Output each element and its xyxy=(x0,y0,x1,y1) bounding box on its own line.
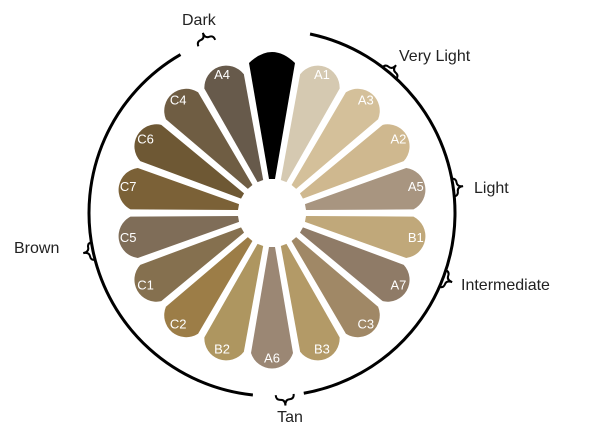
petal-label: C6 xyxy=(137,131,154,146)
petal xyxy=(304,168,426,211)
group-label: Brown xyxy=(14,240,59,257)
bracket xyxy=(450,177,464,198)
petal xyxy=(304,215,426,258)
bracket xyxy=(274,393,295,406)
group-label: Intermediate xyxy=(461,277,550,294)
petal-label: A6 xyxy=(264,350,280,365)
petal xyxy=(280,65,340,183)
petal-label: A2 xyxy=(390,131,406,146)
petal xyxy=(291,237,380,338)
petal xyxy=(204,243,264,361)
petal-label: B3 xyxy=(314,342,330,357)
petals: A1 A3 A2 A5 B1 A7 C3 B3 A6 B2 C2 C1 C5 C7 C6 C4 A4 xyxy=(118,52,426,369)
petal-label: A4 xyxy=(214,67,230,82)
group-arc xyxy=(87,53,254,397)
petal xyxy=(204,65,264,183)
group-label: Light xyxy=(474,180,509,197)
petal xyxy=(164,88,253,189)
petal xyxy=(280,243,340,361)
petal-label: C7 xyxy=(120,179,137,194)
petal-label: C5 xyxy=(120,230,137,245)
petal xyxy=(299,227,410,302)
petal xyxy=(134,227,245,302)
group-label: Tan xyxy=(277,409,303,426)
petal-label: C1 xyxy=(137,277,154,292)
bracket xyxy=(196,32,217,47)
petal xyxy=(118,168,240,211)
petal-label: C3 xyxy=(358,316,375,331)
bracket xyxy=(82,241,97,261)
petal-label: B1 xyxy=(408,230,424,245)
petal xyxy=(251,247,293,369)
petal xyxy=(134,124,245,199)
petal-label: A3 xyxy=(358,93,374,108)
petal-label: C2 xyxy=(170,316,187,331)
petal-label: B2 xyxy=(214,342,230,357)
petal xyxy=(299,124,410,199)
petal-label: A5 xyxy=(408,179,424,194)
petal xyxy=(164,237,253,338)
group-label: Very Light xyxy=(399,48,471,65)
petal-black xyxy=(249,52,295,179)
petal xyxy=(291,88,380,189)
group-label: Dark xyxy=(182,12,217,29)
petal-label: A1 xyxy=(314,67,330,82)
group-arc xyxy=(303,32,457,395)
petal xyxy=(118,215,240,258)
petal-label: C4 xyxy=(170,93,187,108)
petal-label: A7 xyxy=(390,277,406,292)
